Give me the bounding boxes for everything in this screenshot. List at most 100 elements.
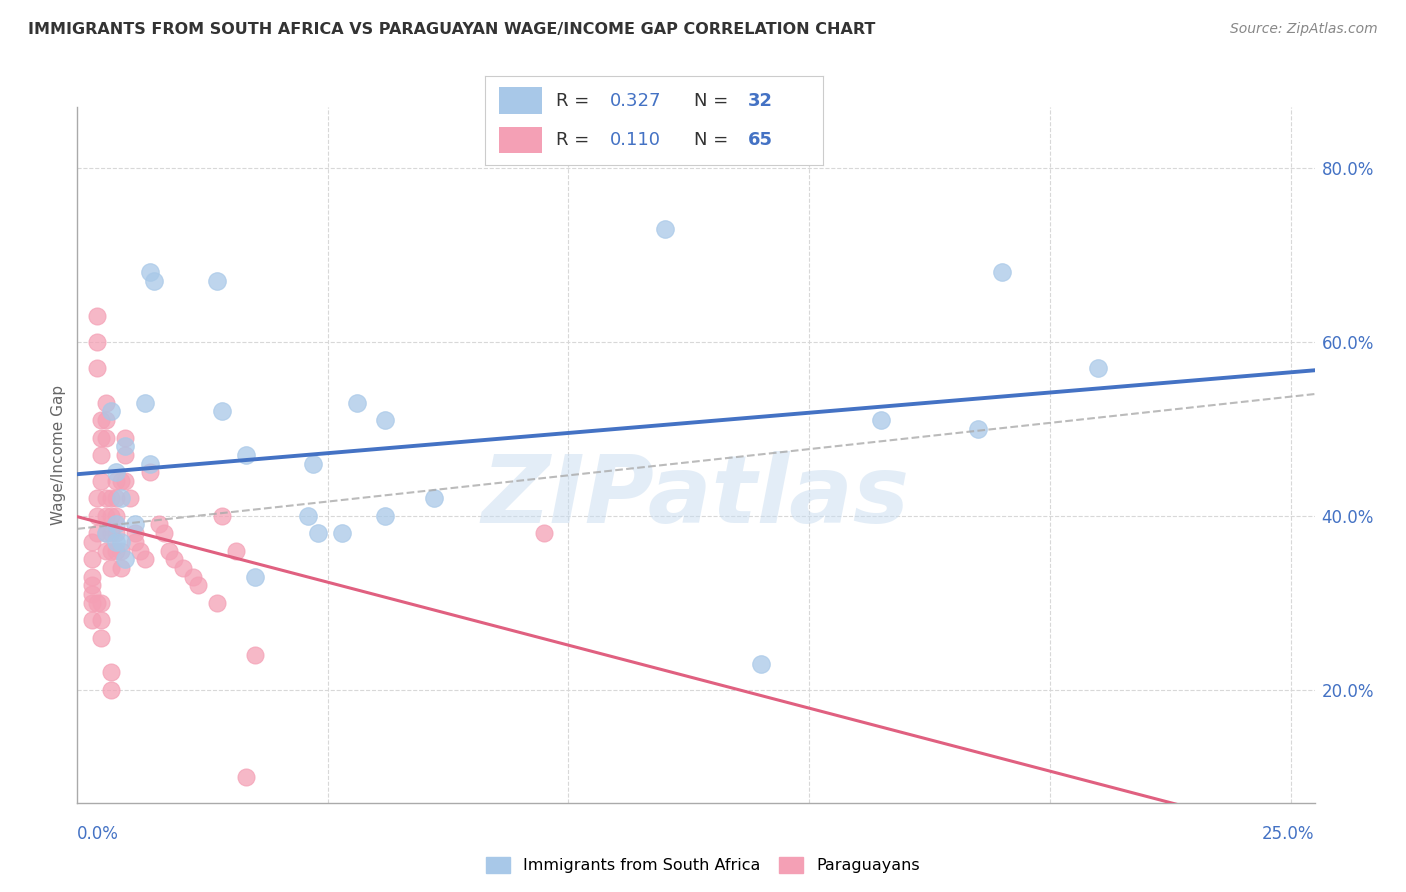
Legend: Immigrants from South Africa, Paraguayans: Immigrants from South Africa, Paraguayan… (479, 850, 927, 880)
Point (90, 613, 112, 627)
Point (100, 508, 122, 523)
Point (172, 561, 194, 575)
Text: IMMIGRANTS FROM SOUTH AFRICA VS PARAGUAYAN WAGE/INCOME GAP CORRELATION CHART: IMMIGRANTS FROM SOUTH AFRICA VS PARAGUAY… (28, 22, 876, 37)
Point (124, 517, 146, 532)
Text: N =: N = (695, 92, 734, 110)
Point (80, 613, 103, 627)
Point (374, 508, 396, 523)
Point (96, 526, 118, 541)
Point (1087, 361, 1109, 376)
Point (90, 413, 112, 427)
Point (104, 543, 127, 558)
Point (374, 413, 396, 427)
Point (100, 526, 122, 541)
Point (104, 508, 127, 523)
Point (80, 578, 103, 592)
Point (138, 265, 160, 279)
Point (114, 474, 136, 488)
Text: 32: 32 (748, 92, 773, 110)
Point (346, 395, 368, 409)
Point (96, 413, 118, 427)
Point (80, 587, 103, 601)
Point (110, 561, 132, 575)
Text: 0.327: 0.327 (610, 92, 661, 110)
Point (100, 404, 122, 418)
Point (114, 430, 136, 444)
Text: R =: R = (555, 92, 595, 110)
Point (100, 491, 122, 506)
Point (245, 648, 267, 662)
Point (124, 534, 146, 549)
Point (86, 596, 108, 610)
Point (110, 543, 132, 558)
Point (235, 448, 257, 462)
Point (96, 543, 118, 558)
Point (86, 508, 108, 523)
Point (100, 665, 122, 680)
Point (104, 517, 127, 532)
Point (114, 552, 136, 566)
Point (211, 404, 233, 418)
Point (654, 222, 676, 236)
Point (205, 596, 228, 610)
Point (100, 682, 122, 697)
Point (245, 570, 267, 584)
Point (110, 491, 132, 506)
Point (86, 334, 108, 349)
Text: 25.0%: 25.0% (1263, 825, 1315, 843)
Point (90, 631, 112, 645)
Point (80, 570, 103, 584)
Point (100, 543, 122, 558)
Point (148, 517, 170, 532)
Point (110, 474, 132, 488)
Point (533, 526, 555, 541)
Point (80, 596, 103, 610)
Point (138, 457, 160, 471)
Text: ZIPatlas: ZIPatlas (482, 450, 910, 542)
Point (96, 508, 118, 523)
Point (307, 526, 329, 541)
Point (330, 526, 353, 541)
Point (422, 491, 444, 506)
Point (143, 274, 166, 288)
Point (110, 534, 132, 549)
Point (96, 430, 118, 444)
Point (114, 439, 136, 453)
Text: R =: R = (555, 131, 600, 149)
Point (966, 422, 988, 436)
Text: 0.0%: 0.0% (77, 825, 120, 843)
Point (129, 543, 152, 558)
Point (235, 770, 257, 784)
Point (297, 508, 319, 523)
Point (86, 526, 108, 541)
Point (104, 526, 127, 541)
Point (153, 526, 176, 541)
FancyBboxPatch shape (499, 127, 543, 153)
Text: N =: N = (695, 131, 734, 149)
Point (104, 466, 127, 480)
Point (90, 474, 112, 488)
Point (211, 508, 233, 523)
FancyBboxPatch shape (499, 87, 543, 114)
Point (749, 657, 772, 671)
Point (96, 491, 118, 506)
Point (80, 534, 103, 549)
Point (134, 552, 156, 566)
Point (104, 491, 127, 506)
Point (104, 534, 127, 549)
Point (100, 561, 122, 575)
Point (90, 430, 112, 444)
Point (86, 491, 108, 506)
Point (870, 413, 893, 427)
Point (187, 578, 209, 592)
Point (157, 543, 180, 558)
Point (162, 552, 184, 566)
Point (104, 474, 127, 488)
Point (181, 570, 204, 584)
Text: 65: 65 (748, 131, 773, 149)
Point (86, 309, 108, 323)
Point (96, 395, 118, 409)
Point (90, 448, 112, 462)
Point (90, 596, 112, 610)
Text: 0.110: 0.110 (610, 131, 661, 149)
